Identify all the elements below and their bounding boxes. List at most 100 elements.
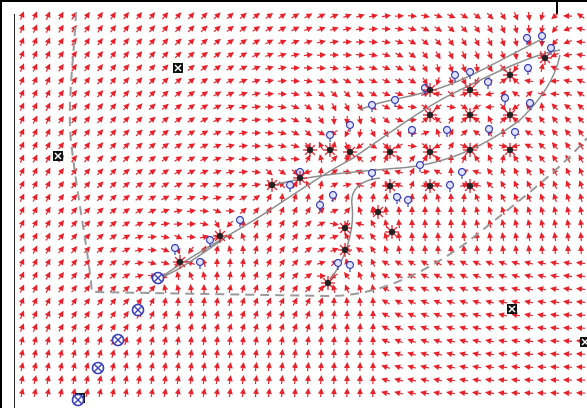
field-arrow [138,350,140,358]
field-arrow [320,181,322,189]
field-arrow [282,194,283,202]
field-arrow [475,156,480,163]
field-arrow [434,314,441,317]
field-arrow [473,353,481,355]
field-arrow [201,39,207,44]
field-arrow [359,129,360,137]
field-arrow [34,376,36,384]
field-arrow [398,246,399,254]
field-arrow [382,41,390,43]
field-arrow [305,14,312,18]
field-arrow [525,314,533,315]
field-arrow [34,363,36,371]
field-arrow [421,171,429,172]
field-arrow [240,13,246,18]
field-arrow [578,92,585,96]
field-arrow [488,143,492,150]
field-arrow [434,353,442,355]
field-arrow [136,65,141,71]
field-arrow [268,337,269,345]
field-arrow [554,194,557,202]
field-arrow [33,182,37,189]
field-arrow [255,337,256,345]
field-arrow [359,207,362,215]
field-arrow [242,389,243,397]
asterisk-node-icon [538,51,552,65]
field-arrow [135,262,143,263]
field-arrow [161,196,168,200]
field-arrow [204,298,205,306]
field-arrow [46,103,50,110]
field-arrow [161,236,169,237]
field-arrow [295,363,296,371]
field-arrow [331,183,338,187]
field-arrow [502,38,505,46]
field-arrow [525,144,532,148]
field-arrow [321,363,322,371]
field-arrow [490,246,491,254]
field-arrow [489,207,492,215]
field-arrow [564,302,572,303]
field-arrow [278,106,286,107]
field-arrow [265,158,273,160]
field-arrow [291,93,299,95]
field-arrow [486,261,493,264]
field-arrow [255,350,256,358]
field-arrow [488,169,493,175]
field-arrow [203,324,205,332]
field-arrow [382,170,389,174]
field-arrow [514,156,518,163]
field-arrow [541,194,544,201]
field-arrow [34,337,36,345]
field-arrow [85,130,90,136]
field-arrow [123,209,129,214]
field-arrow [214,66,221,71]
field-arrow [72,117,77,123]
field-arrow [319,142,322,149]
field-arrow [137,26,142,32]
field-arrow [46,38,49,45]
field-arrow [138,389,140,397]
asterisk-node-icon [423,83,437,97]
field-arrow [46,12,49,19]
field-arrow [177,311,179,319]
field-arrow [20,25,23,32]
crossed-circle-icon [93,363,104,374]
field-arrow [382,15,390,16]
field-arrow [460,392,468,393]
field-arrow [541,220,543,228]
field-arrow [371,247,375,254]
field-arrow [255,233,257,241]
field-arrow [291,106,298,109]
field-arrow [46,156,50,163]
field-arrow [266,169,272,174]
field-arrow [347,389,348,397]
field-arrow [305,248,311,253]
field-arrow [294,324,297,332]
field-arrow [293,299,297,306]
field-arrow [501,182,505,189]
field-arrow [188,13,193,19]
field-arrow [33,208,37,215]
field-arrow [59,91,64,98]
field-arrow [294,194,296,202]
field-arrow [318,248,325,252]
field-arrow [395,340,402,343]
field-arrow [187,197,195,199]
field-arrow [98,78,103,84]
field-arrow [46,90,50,97]
field-arrow [162,26,167,32]
field-arrow [460,340,468,342]
field-arrow [47,337,49,345]
field-arrow [526,91,532,96]
field-arrow [317,262,325,264]
field-arrow [421,327,429,330]
field-arrow [59,143,64,149]
field-arrow [213,145,220,148]
field-arrow [488,195,492,202]
field-arrow [526,131,533,135]
field-arrow [187,237,195,238]
field-arrow [161,262,169,264]
field-arrow [33,103,36,110]
field-arrow [226,92,233,95]
